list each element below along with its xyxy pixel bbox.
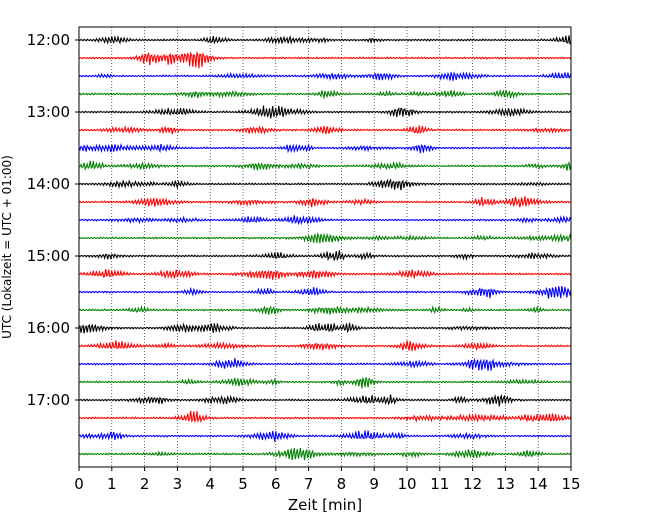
x-tick-label: 2 (140, 475, 150, 493)
x-tick-label: 10 (397, 475, 416, 493)
trace-line (79, 268, 572, 280)
x-tick-label: 15 (561, 475, 580, 493)
x-axis-ticks: 0 1 2 3 4 5 6 7 8 9 10 11 12 13 14 15 (74, 467, 581, 493)
x-tick-label: 4 (205, 475, 215, 493)
y-tick-label: 16:00 (27, 319, 70, 337)
trace-line (78, 322, 572, 334)
y-axis-ticks: 12:00 13:00 14:00 15:00 16:00 17:00 (27, 31, 79, 409)
x-tick-label: 9 (369, 475, 379, 493)
plot-frame (78, 26, 572, 468)
x-tick-label: 5 (238, 475, 248, 493)
trace-line (78, 376, 572, 389)
y-axis-label: UTC (Lokalzeit = UTC + 01:00) (0, 155, 14, 339)
trace-line (78, 88, 572, 100)
trace-line (78, 34, 572, 45)
traces (78, 34, 572, 461)
y-tick-label: 15:00 (27, 247, 70, 265)
x-tick-label: 0 (74, 475, 84, 493)
trace-line (78, 196, 572, 208)
x-tick-label: 11 (430, 475, 449, 493)
trace-line (78, 71, 572, 81)
x-tick-label: 13 (496, 475, 515, 493)
trace-line (78, 125, 572, 135)
x-tick-label: 8 (337, 475, 347, 493)
trace-line (78, 105, 572, 119)
trace-line (78, 250, 572, 262)
x-tick-label: 6 (271, 475, 281, 493)
trace-line (78, 430, 572, 442)
trace-line (78, 285, 572, 299)
grid-lines (111, 27, 539, 467)
trace-line (78, 304, 572, 316)
trace-line (78, 340, 572, 352)
trace-line (78, 142, 572, 154)
trace-line (78, 447, 572, 461)
trace-line (78, 357, 572, 371)
x-tick-label: 1 (107, 475, 117, 493)
trace-line (78, 410, 572, 424)
x-tick-label: 3 (173, 475, 183, 493)
y-tick-label: 12:00 (27, 31, 70, 49)
y-tick-label: 17:00 (27, 391, 70, 409)
trace-line (78, 231, 572, 244)
x-axis-label: Zeit [min] (288, 496, 362, 514)
x-tick-label: 12 (463, 475, 482, 493)
x-tick-label: 14 (529, 475, 548, 493)
y-tick-label: 14:00 (27, 175, 70, 193)
x-tick-label: 7 (304, 475, 314, 493)
trace-line (78, 51, 572, 69)
trace-line (78, 178, 572, 191)
trace-line (78, 393, 572, 407)
y-tick-label: 13:00 (27, 103, 70, 121)
plot-background (79, 27, 571, 467)
trace-line (78, 215, 572, 226)
trace-line (78, 160, 572, 171)
